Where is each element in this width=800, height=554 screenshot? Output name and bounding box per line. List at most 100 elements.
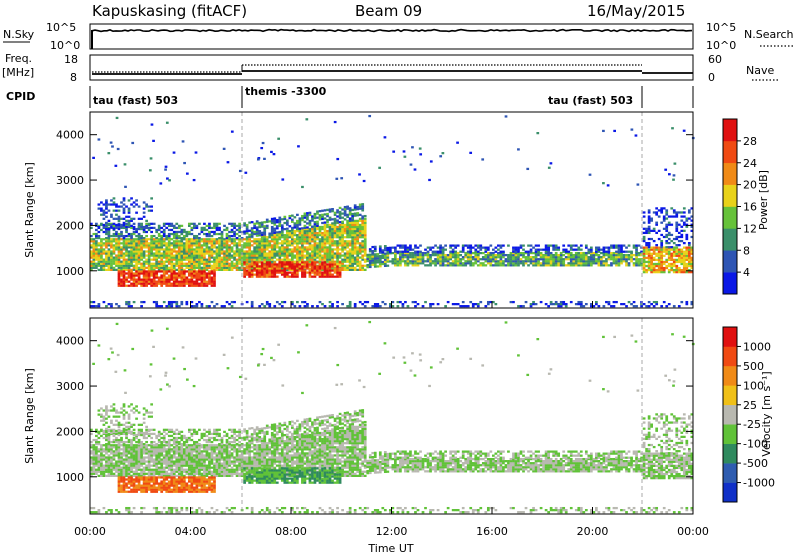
power-cell — [180, 236, 184, 240]
power-cell — [187, 252, 191, 255]
power-cell — [115, 248, 118, 251]
power-cell — [140, 272, 143, 275]
power-cell — [476, 246, 480, 249]
power-cell — [97, 236, 101, 240]
velocity-cell — [120, 462, 123, 465]
power-cell — [122, 246, 126, 249]
power-cell — [238, 234, 241, 238]
power-cell — [160, 226, 164, 230]
power-cell — [172, 300, 176, 304]
power-cell — [680, 233, 684, 237]
power-cell — [328, 216, 332, 219]
power-cell — [597, 262, 601, 265]
power-cell — [361, 219, 365, 222]
power-cell — [258, 261, 262, 264]
power-cell — [527, 256, 530, 259]
power-cell — [172, 244, 176, 247]
power-cell — [612, 300, 616, 304]
power-cell — [187, 222, 191, 225]
power-cell — [316, 232, 319, 235]
power-cell — [647, 211, 651, 214]
power-cell — [652, 250, 656, 253]
power-cell — [456, 262, 460, 265]
power-cell — [341, 223, 344, 227]
power-cell — [150, 272, 154, 275]
power-cell — [253, 238, 257, 241]
power-cell — [150, 244, 154, 247]
power-cell — [225, 252, 229, 255]
power-cell — [356, 212, 360, 215]
power-cell — [127, 280, 131, 283]
power-cell — [507, 262, 510, 265]
power-cell — [378, 263, 382, 266]
velocity-cell — [95, 454, 98, 457]
power-cell — [167, 238, 171, 241]
power-cell — [376, 255, 380, 258]
power-cell — [125, 244, 128, 247]
velocity-cell — [97, 509, 101, 512]
power-cell — [278, 246, 282, 249]
power-cell — [461, 246, 465, 249]
power-cell — [135, 211, 138, 214]
velocity-cell — [97, 442, 101, 446]
power-cell — [441, 254, 445, 257]
power-cell — [132, 244, 136, 247]
power-cell — [162, 262, 166, 265]
power-cell — [205, 274, 209, 277]
power-cell — [318, 271, 322, 274]
power-cell — [208, 238, 211, 241]
power-cell — [652, 266, 656, 270]
power-cell — [167, 258, 171, 261]
power-cell — [175, 305, 179, 308]
power-cell — [522, 248, 525, 251]
power-cell — [366, 263, 370, 267]
power-cell — [190, 300, 194, 304]
power-cell — [132, 232, 136, 236]
power-cell — [682, 262, 686, 266]
power-cell — [634, 134, 638, 137]
power-cell — [434, 250, 437, 253]
power-cell — [159, 182, 163, 185]
power-cell — [291, 256, 294, 259]
power-cell — [459, 260, 463, 263]
velocity-cell — [102, 417, 106, 420]
power-cell — [263, 250, 267, 253]
power-cell — [110, 268, 113, 271]
power-cell — [225, 254, 229, 257]
power-cell — [677, 258, 681, 262]
power-cell — [313, 223, 317, 226]
power-cell — [358, 242, 362, 245]
power-cell — [195, 250, 199, 253]
power-cell — [454, 246, 458, 249]
power-cell — [454, 264, 458, 267]
power-cell — [157, 266, 161, 269]
power-cell — [306, 236, 309, 239]
power-cell — [474, 303, 478, 306]
power-cell — [311, 240, 314, 243]
power-cell — [665, 248, 669, 251]
power-cell — [177, 258, 181, 261]
power-cell — [615, 244, 618, 247]
power-cell — [305, 118, 309, 121]
power-cell — [250, 305, 254, 308]
power-cell — [97, 244, 101, 247]
power-cell — [662, 250, 666, 253]
power-cell — [125, 215, 128, 218]
power-cell — [95, 240, 98, 243]
power-cell — [366, 257, 370, 261]
power-cell — [418, 147, 422, 150]
power-cell — [655, 300, 659, 304]
power-cell — [125, 258, 128, 261]
power-cell — [275, 300, 279, 304]
power-cell — [235, 238, 239, 241]
power-cell — [690, 223, 694, 226]
power-cell — [215, 254, 219, 257]
power-cell — [213, 266, 216, 269]
power-cell — [517, 148, 520, 151]
power-cell — [180, 260, 184, 263]
power-cell — [278, 242, 282, 245]
power-cell — [215, 262, 219, 265]
power-cell — [617, 250, 621, 253]
power-cell — [225, 238, 229, 241]
power-cell — [187, 258, 191, 261]
